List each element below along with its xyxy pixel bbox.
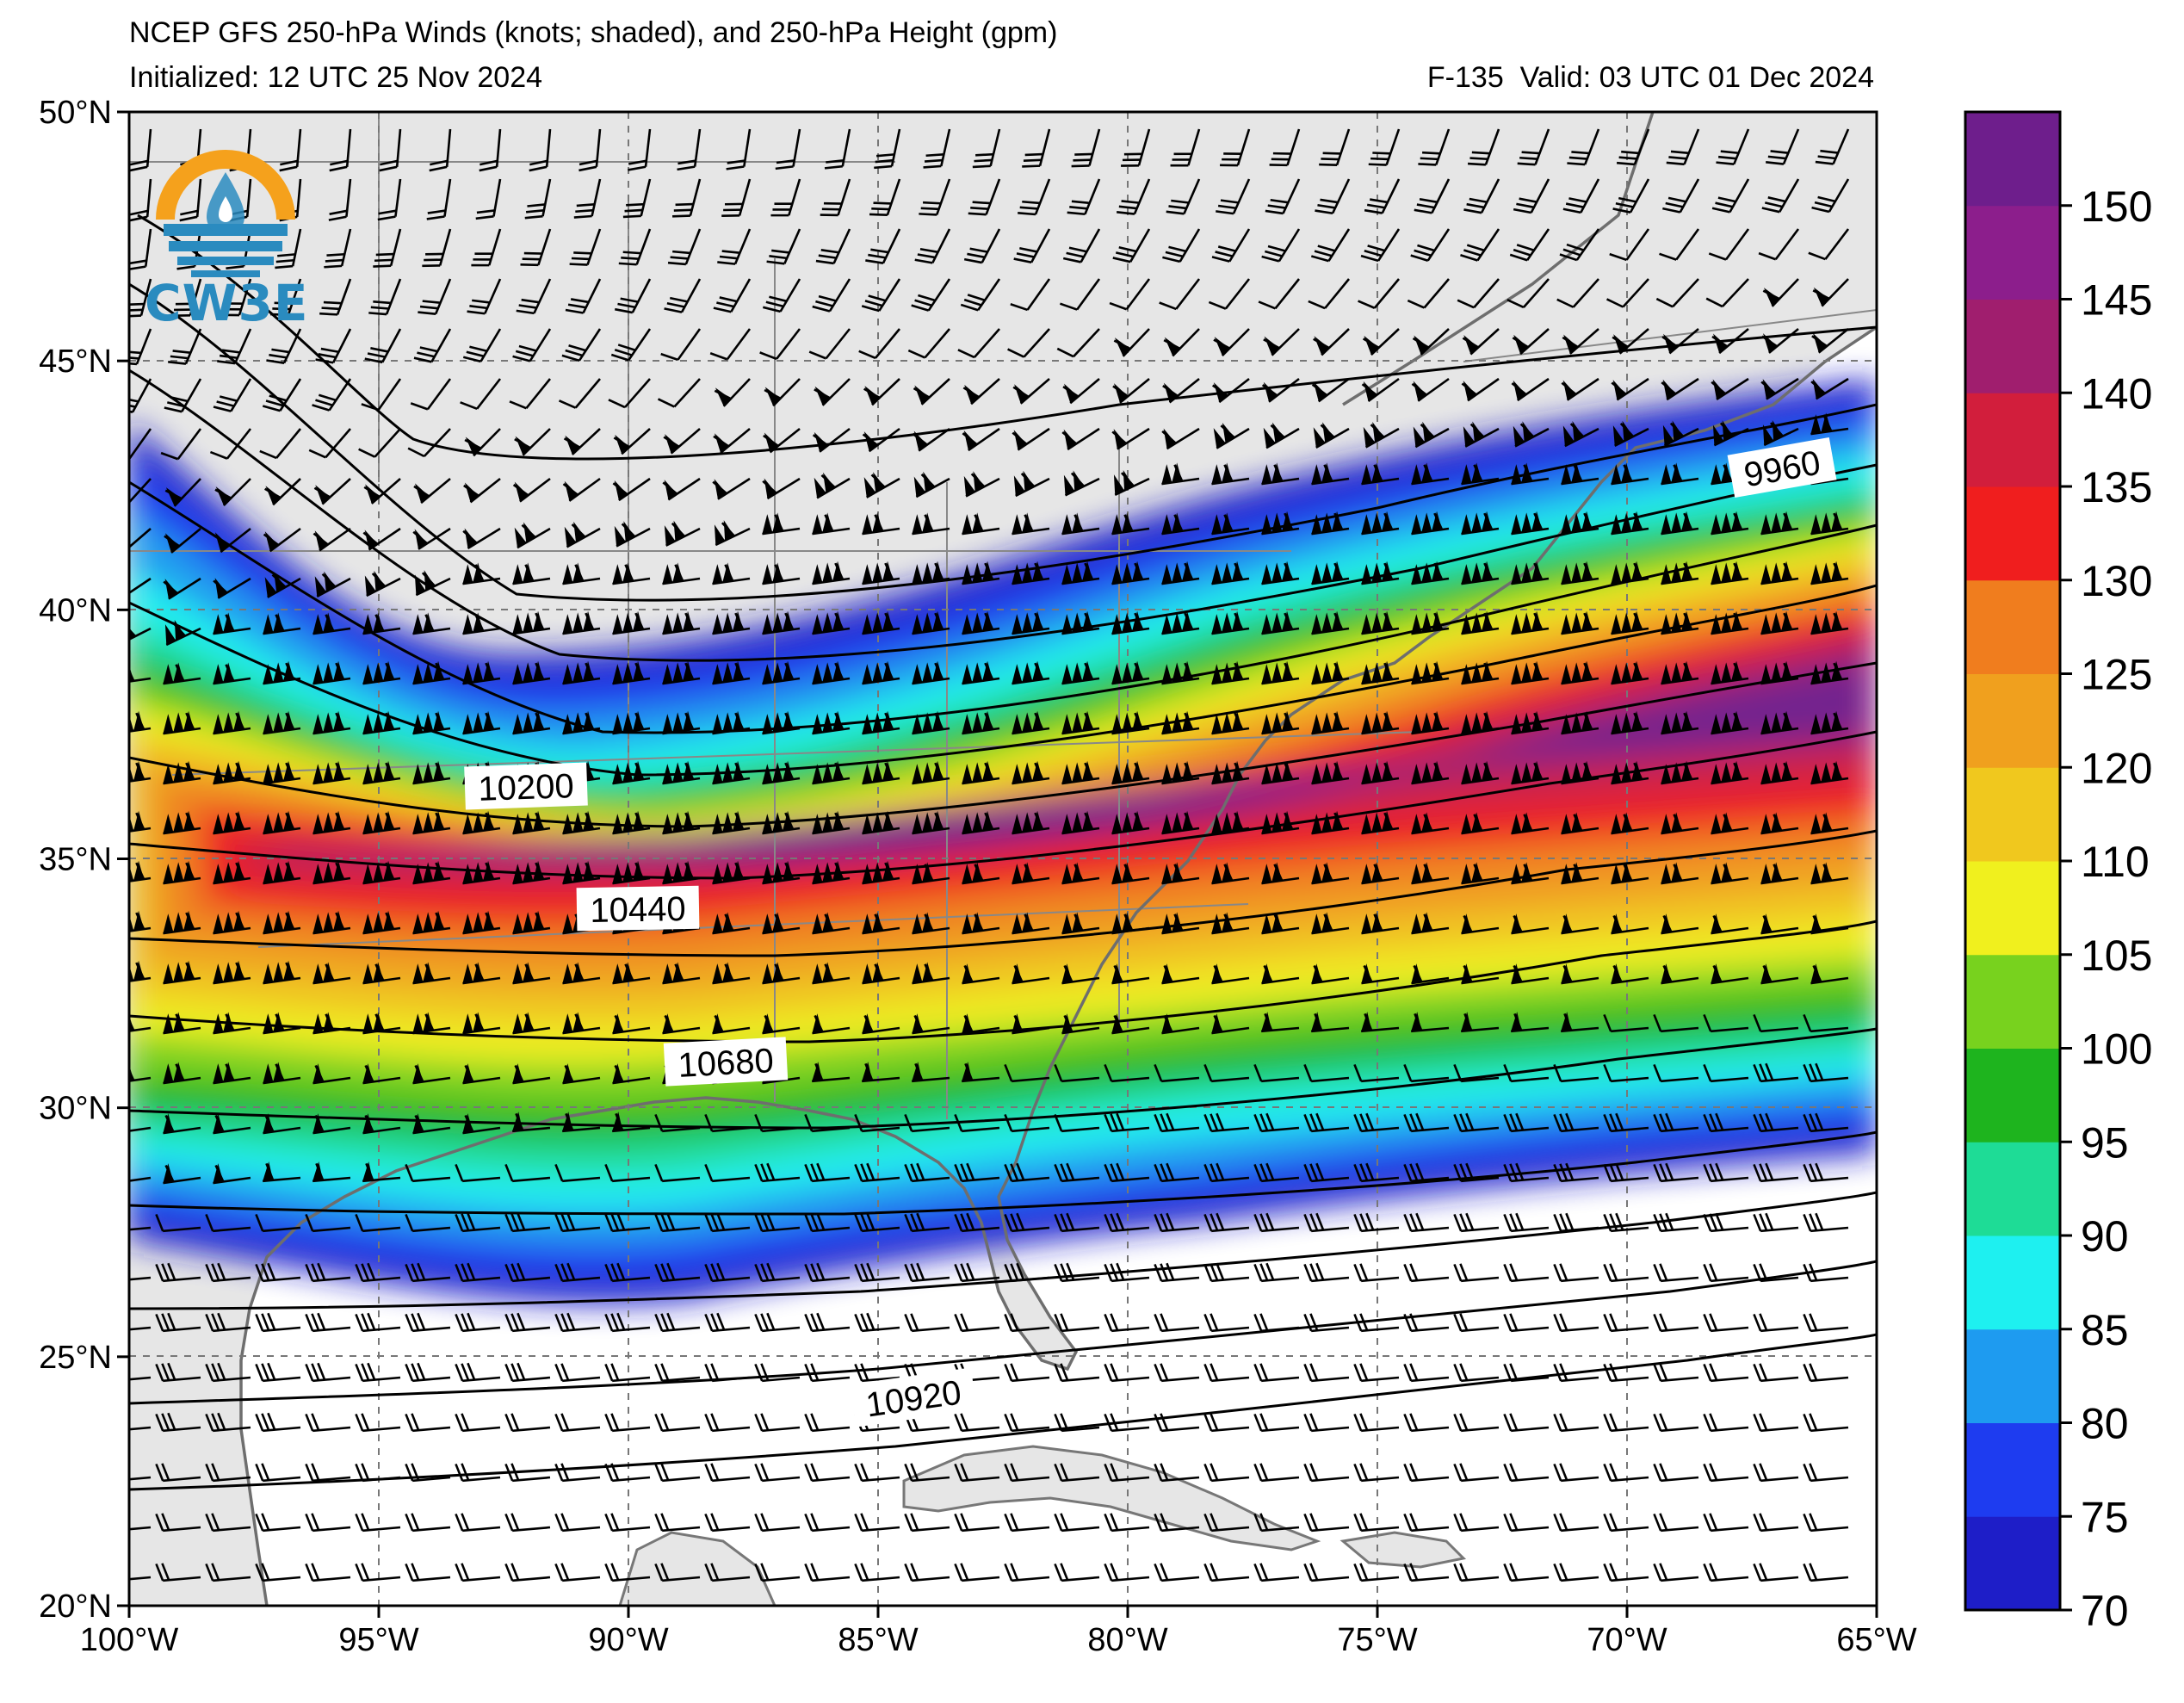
colorbar-tick-label: 110	[2081, 838, 2150, 886]
lon-tick-label: 65°W	[1836, 1622, 1916, 1658]
lat-tick-label: 40°N	[39, 592, 112, 629]
lon-tick-label: 80°W	[1087, 1622, 1167, 1658]
lat-tick-label: 25°N	[39, 1340, 112, 1376]
lat-tick-label: 45°N	[39, 344, 112, 380]
colorbar-tick-label: 120	[2081, 744, 2152, 792]
colorbar-tick-label: 125	[2081, 651, 2152, 699]
colorbar: 70 75 80 85 90 95 100 105 110 120 125 130 135 140 145 1…	[1965, 112, 2152, 1635]
colorbar-segment	[1965, 1329, 2060, 1423]
longitude-axis: 100°W 95°W 90°W 85°W 80°W 75°W 70°W 65°W	[80, 1606, 1917, 1658]
colorbar-tick-label: 150	[2081, 183, 2152, 231]
latitude-axis: 20°N 25°N 30°N 35°N 40°N 45°N 50°N	[39, 95, 129, 1625]
colorbar-segment	[1965, 112, 2060, 206]
colorbar-segment	[1965, 300, 2060, 393]
colorbar-segment	[1965, 1049, 2060, 1143]
colorbar-tick-label: 100	[2081, 1025, 2152, 1074]
colorbar-segment	[1965, 580, 2060, 674]
lat-tick-label: 30°N	[39, 1091, 112, 1127]
colorbar-segment	[1965, 206, 2060, 300]
colorbar-segment	[1965, 486, 2060, 580]
colorbar-segment	[1965, 955, 2060, 1049]
colorbar-tick-label: 75	[2081, 1493, 2129, 1541]
lat-tick-label: 35°N	[39, 842, 112, 878]
colorbar-tick-label: 90	[2081, 1212, 2129, 1260]
colorbar-tick-label: 140	[2081, 369, 2152, 418]
colorbar-tick-label: 105	[2081, 932, 2152, 980]
contour-label-10680: 10680	[677, 1042, 774, 1085]
colorbar-tick-label: 145	[2081, 276, 2152, 325]
colorbar-segment	[1965, 767, 2060, 861]
colorbar-segment	[1965, 393, 2060, 486]
lon-tick-label: 90°W	[588, 1622, 668, 1658]
colorbar-segment	[1965, 674, 2060, 768]
colorbar-tick-label: 70	[2081, 1587, 2129, 1635]
colorbar-tick-label: 80	[2081, 1400, 2129, 1448]
lon-tick-label: 85°W	[838, 1622, 918, 1658]
lon-tick-label: 75°W	[1337, 1622, 1417, 1658]
lon-tick-label: 95°W	[338, 1622, 418, 1658]
lat-tick-label: 20°N	[39, 1588, 112, 1625]
colorbar-tick-label: 85	[2081, 1306, 2129, 1354]
lon-tick-label: 70°W	[1587, 1622, 1667, 1658]
colorbar-segment	[1965, 1235, 2060, 1329]
colorbar-segment	[1965, 1142, 2060, 1235]
colorbar-segment	[1965, 861, 2060, 955]
colorbar-tick-label: 135	[2081, 463, 2152, 511]
contour-label-10200: 10200	[478, 767, 575, 808]
colorbar-tick-label: 95	[2081, 1118, 2129, 1167]
colorbar-segment	[1965, 1516, 2060, 1610]
lat-tick-label: 50°N	[39, 95, 112, 131]
lon-tick-label: 100°W	[80, 1622, 179, 1658]
contour-label-10440: 10440	[590, 890, 686, 930]
logo-text: CW3E	[145, 274, 309, 332]
colorbar-segment	[1965, 1423, 2060, 1517]
colorbar-tick-label: 130	[2081, 557, 2152, 605]
